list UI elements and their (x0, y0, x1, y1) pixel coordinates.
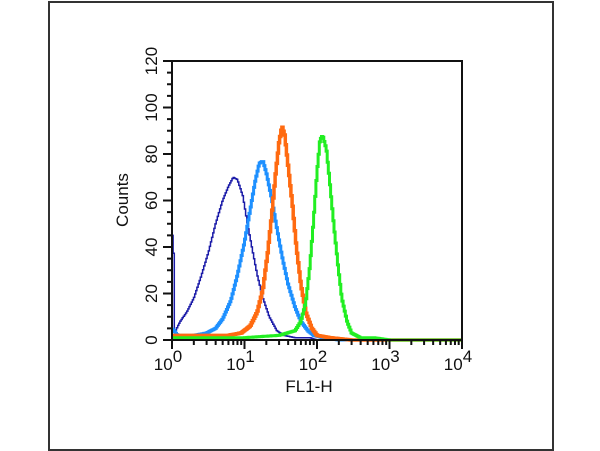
y-tick-label: 0 (142, 335, 161, 344)
y-tick-label: 60 (142, 191, 161, 210)
y-tick-label: 120 (142, 47, 161, 75)
y-tick-label: 40 (142, 238, 161, 257)
x-tick-label: 104 (444, 347, 472, 374)
curve-green (172, 135, 462, 342)
y-axis-title: Counts (113, 173, 132, 227)
plot-area-border (171, 60, 463, 341)
histogram-curves (171, 125, 462, 342)
y-tick-label: 80 (142, 145, 161, 164)
x-axis: 100 101 102 103 104 (154, 340, 472, 374)
y-tick-label: 20 (142, 284, 161, 303)
curve-dark-blue-control (172, 176, 462, 341)
x-tick-label: 103 (371, 347, 399, 374)
x-axis-title: FL1-H (285, 377, 332, 396)
x-tick-label: 101 (226, 347, 254, 374)
x-tick-label: 100 (154, 347, 182, 374)
x-tick-label: 102 (299, 347, 327, 374)
y-axis: 0 20 40 60 80 100 120 (142, 47, 172, 345)
y-tick-label: 100 (142, 93, 161, 121)
